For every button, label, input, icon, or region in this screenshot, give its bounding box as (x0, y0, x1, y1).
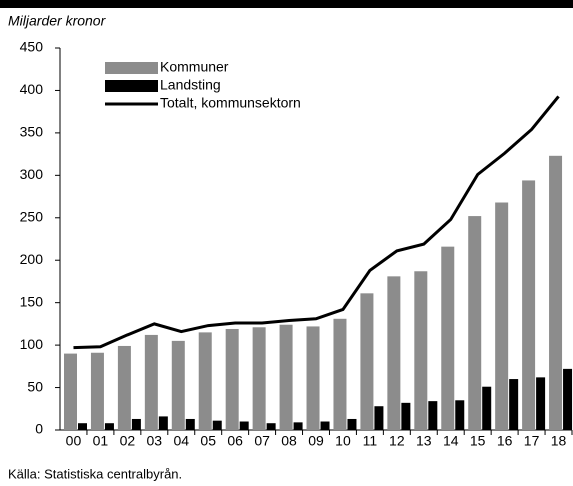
bar (468, 216, 482, 430)
bar (198, 332, 212, 430)
x-tick-label: 15 (470, 433, 486, 449)
y-tick-label: 200 (20, 251, 44, 267)
x-tick-label: 13 (416, 433, 432, 449)
x-tick-label: 05 (200, 433, 216, 449)
y-tick-label: 150 (20, 293, 44, 309)
bar (239, 421, 249, 430)
bar (401, 402, 411, 430)
y-axis-label: Miljarder kronor (8, 13, 107, 29)
x-tick-label: 07 (254, 433, 270, 449)
bar (158, 416, 168, 430)
y-tick-label: 250 (20, 208, 44, 224)
y-tick-label: 100 (20, 336, 44, 352)
x-tick-label: 12 (389, 433, 405, 449)
x-tick-label: 08 (281, 433, 297, 449)
bar (104, 423, 114, 430)
bar (117, 345, 131, 430)
x-tick-label: 16 (497, 433, 513, 449)
bar (428, 401, 438, 430)
x-tick-label: 02 (120, 433, 136, 449)
x-tick-label: 10 (335, 433, 351, 449)
x-tick-label: 06 (227, 433, 243, 449)
y-tick-label: 50 (27, 378, 43, 394)
bar (185, 418, 195, 430)
legend-label: Landsting (160, 77, 221, 93)
bar (374, 406, 384, 430)
legend-label: Totalt, kommunsektorn (160, 95, 301, 111)
x-tick-label: 09 (308, 433, 324, 449)
bar (266, 423, 276, 430)
bar (333, 318, 347, 430)
bar (347, 418, 357, 430)
bar (563, 368, 573, 430)
bar (522, 180, 536, 430)
x-tick-label: 01 (93, 433, 109, 449)
x-tick-label: 18 (551, 433, 567, 449)
bar (455, 400, 465, 430)
x-tick-label: 00 (66, 433, 82, 449)
line (73, 95, 560, 350)
bar (536, 377, 546, 430)
x-tick-label: 17 (524, 433, 540, 449)
bar (482, 386, 492, 430)
bar (414, 271, 428, 430)
bar (171, 340, 185, 430)
x-tick-label: 04 (173, 433, 189, 449)
header-band (0, 0, 573, 8)
x-tick-label: 11 (363, 433, 378, 449)
bar (387, 276, 401, 430)
bar (131, 418, 141, 430)
bar (279, 324, 293, 430)
bar (78, 423, 87, 430)
legend-swatch (105, 80, 158, 92)
x-tick-label: 14 (443, 433, 459, 449)
bar (306, 326, 320, 430)
y-tick-label: 300 (20, 166, 44, 182)
x-tick-label: 03 (147, 433, 163, 449)
bar (509, 379, 519, 430)
bar (360, 293, 374, 430)
bar (64, 353, 77, 430)
bar (549, 155, 563, 430)
bar (212, 420, 222, 430)
y-tick-label: 0 (35, 421, 43, 437)
bar (495, 202, 509, 430)
bar (320, 421, 330, 430)
bar (252, 327, 266, 430)
bar (144, 334, 158, 430)
y-tick-label: 450 (20, 39, 44, 55)
bar (293, 422, 303, 430)
y-tick-label: 400 (20, 81, 44, 97)
bar (441, 246, 455, 430)
bar (225, 328, 239, 430)
legend-label: Kommuner (160, 59, 229, 75)
bar (90, 352, 104, 430)
y-tick-label: 350 (20, 124, 44, 140)
source-note: Källa: Statistiska centralbyrån. (8, 466, 182, 481)
legend-swatch (105, 62, 158, 74)
